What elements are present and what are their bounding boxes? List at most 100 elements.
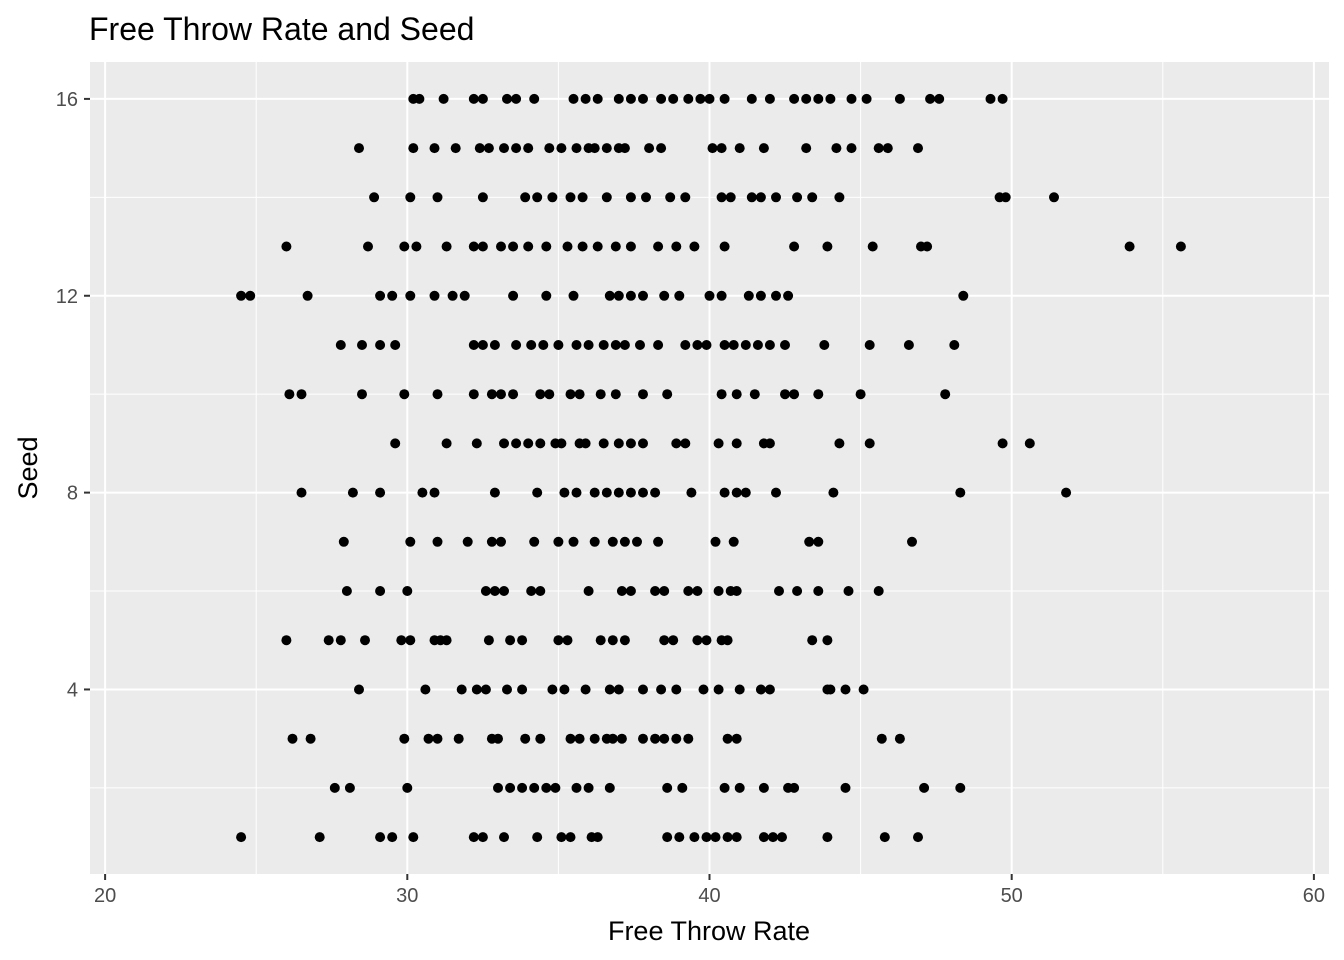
data-point <box>357 340 367 350</box>
data-point <box>468 93 479 104</box>
data-point <box>580 438 591 449</box>
data-point <box>375 487 386 498</box>
data-point <box>571 782 582 793</box>
data-point <box>755 192 766 203</box>
data-point <box>477 192 488 203</box>
data-point <box>719 782 730 793</box>
data-point <box>873 586 884 596</box>
data-point <box>668 93 679 104</box>
data-point <box>468 340 479 350</box>
data-point <box>544 389 555 400</box>
data-point <box>399 733 410 744</box>
data-point <box>577 192 588 203</box>
data-point <box>456 684 467 695</box>
data-point <box>589 487 600 498</box>
data-point <box>565 389 576 400</box>
data-point <box>680 340 691 350</box>
data-point <box>580 93 591 104</box>
data-point <box>441 438 452 449</box>
data-point <box>571 340 582 350</box>
data-point <box>486 536 497 547</box>
data-point <box>529 782 540 793</box>
data-point <box>547 684 558 695</box>
data-point <box>538 340 549 350</box>
data-point <box>565 192 576 203</box>
data-point <box>1175 241 1186 252</box>
data-point <box>535 389 546 400</box>
data-point <box>625 93 636 104</box>
data-point <box>486 389 497 400</box>
data-point <box>296 389 307 400</box>
data-point <box>807 635 818 646</box>
data-point <box>743 290 754 301</box>
data-point <box>834 192 845 203</box>
data-point <box>284 389 295 400</box>
data-point <box>828 487 839 498</box>
data-point <box>511 340 522 350</box>
data-point <box>592 832 603 843</box>
data-point <box>408 832 419 843</box>
data-point <box>635 340 645 350</box>
data-point <box>813 389 824 400</box>
data-point <box>565 733 576 744</box>
data-point <box>344 782 355 793</box>
x-axis-title: Free Throw Rate <box>608 916 810 946</box>
data-point <box>432 192 443 203</box>
data-point <box>517 635 528 646</box>
data-point <box>296 487 307 498</box>
data-point <box>489 586 500 596</box>
data-point <box>541 782 552 793</box>
data-point <box>323 635 334 646</box>
data-point <box>641 192 651 203</box>
data-point <box>354 684 364 695</box>
data-point <box>825 684 836 695</box>
data-point <box>665 192 676 203</box>
data-point <box>764 340 775 350</box>
data-point <box>764 93 775 104</box>
data-point <box>855 389 866 400</box>
data-point <box>477 832 488 843</box>
data-point <box>668 635 679 646</box>
data-point <box>780 340 790 350</box>
y-tick-label: 12 <box>56 286 78 308</box>
x-tick-label: 40 <box>698 885 720 907</box>
data-point <box>511 143 522 154</box>
data-point <box>607 635 618 646</box>
data-point <box>405 536 416 547</box>
data-point <box>731 389 742 400</box>
data-point <box>396 635 407 646</box>
data-point <box>955 487 966 498</box>
data-point <box>535 586 546 596</box>
data-point <box>483 143 494 154</box>
data-point <box>571 143 582 154</box>
data-point <box>559 487 570 498</box>
data-point <box>653 536 664 547</box>
data-point <box>671 684 682 695</box>
data-point <box>680 438 691 449</box>
data-points <box>236 93 1186 843</box>
x-axis: 20 30 40 50 60 <box>94 874 1325 907</box>
data-point <box>508 389 519 400</box>
data-point <box>861 93 872 104</box>
data-point <box>468 241 479 252</box>
data-point <box>650 487 661 498</box>
data-point <box>523 438 534 449</box>
data-point <box>520 192 531 203</box>
data-point <box>502 684 512 695</box>
data-point <box>508 241 519 252</box>
data-point <box>375 832 386 843</box>
data-point <box>1061 487 1072 498</box>
data-point <box>607 536 618 547</box>
data-point <box>556 143 567 154</box>
data-point <box>913 832 923 843</box>
data-point <box>305 733 316 744</box>
data-point <box>807 192 818 203</box>
data-point <box>771 192 781 203</box>
data-point <box>1124 241 1135 252</box>
data-point <box>607 733 618 744</box>
data-point <box>716 389 727 400</box>
data-point <box>746 192 757 203</box>
data-point <box>659 290 670 301</box>
data-point <box>825 93 836 104</box>
